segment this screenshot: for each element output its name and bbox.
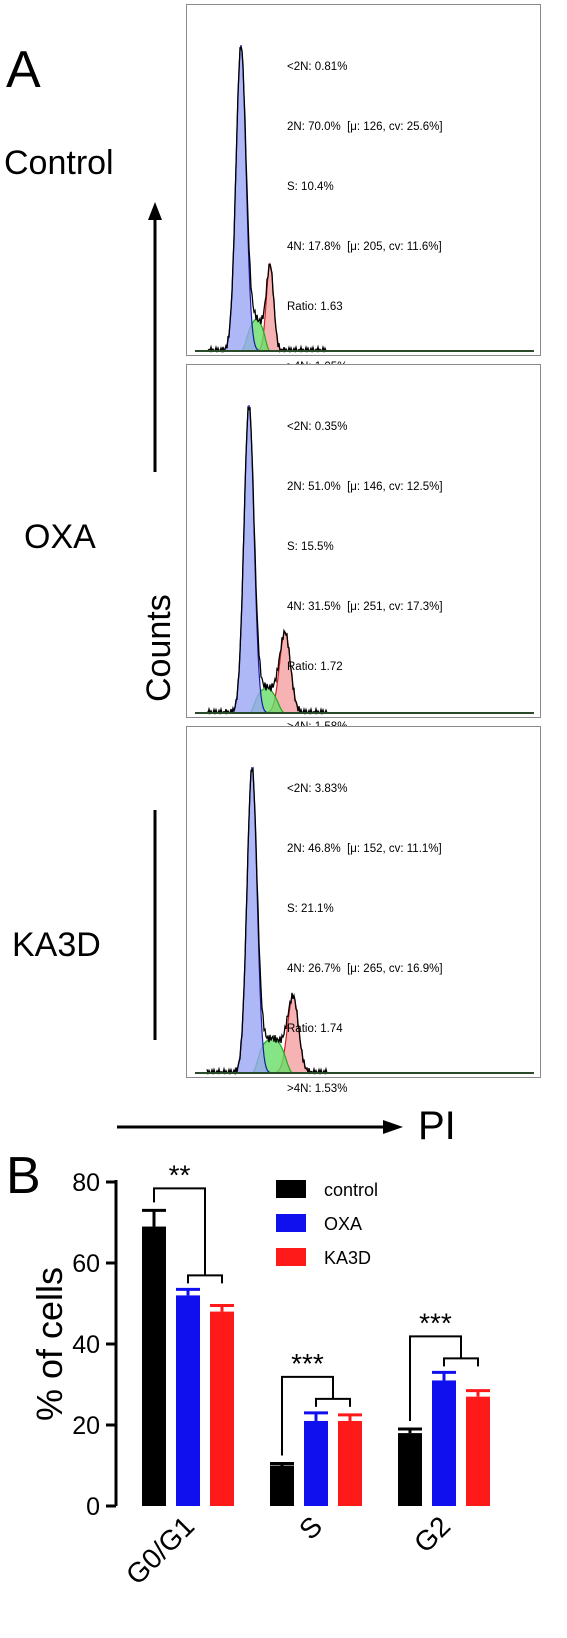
x-tick-label: S [293,1510,328,1545]
x-tick-label: G0/G1 [120,1510,200,1590]
stat-line: 4N: 26.7% [μ: 265, cv: 16.9%] [287,963,443,975]
legend-label-ka3d: KA3D [324,1248,371,1268]
stat-line: 4N: 17.8% [μ: 205, cv: 11.6%] [287,241,442,253]
counts-axis-label: Counts [140,594,178,702]
bar-control-g0g1 [142,1226,166,1506]
legend-swatch-ka3d [276,1248,306,1266]
pi-axis-label: PI [418,1104,456,1148]
bar-oxa-g2 [432,1380,456,1506]
bar-ka3d-g0g1 [210,1311,234,1506]
stat-line: <2N: 0.35% [287,421,348,433]
stat-line: S: 10.4% [287,181,334,193]
bar-ka3d-s [338,1420,362,1506]
stat-line: Ratio: 1.63 [287,301,343,313]
condition-label-control: Control [4,144,114,182]
counts-axis-arrow [148,202,162,1040]
histogram-panel-control: <2N: 0.81% 2N: 70.0% [μ: 126, cv: 25.6%]… [186,4,541,373]
significance-stars: *** [419,1307,452,1338]
y-tick-label: 40 [72,1331,100,1359]
bar-oxa-g0g1 [176,1295,200,1506]
stat-line: 2N: 46.8% [μ: 152, cv: 11.1%] [287,843,442,855]
stats-oxa: <2N: 0.35% 2N: 51.0% [μ: 146, cv: 12.5%]… [287,377,443,777]
y-tick-label: 0 [86,1493,100,1521]
stat-line: Ratio: 1.72 [287,661,343,673]
y-tick-label: 80 [72,1169,100,1197]
stats-ka3d: <2N: 3.83% 2N: 46.8% [μ: 152, cv: 11.1%]… [287,739,443,1139]
panel-a-letter: A [6,41,41,99]
stat-line: <2N: 3.83% [287,783,348,795]
panel-b-letter: B [6,1147,41,1205]
histogram-panel-oxa: <2N: 0.35% 2N: 51.0% [μ: 146, cv: 12.5%]… [186,364,541,733]
bar-oxa-s [304,1420,328,1506]
stat-line: S: 21.1% [287,903,334,915]
y-tick-label: 20 [72,1412,100,1440]
significance-bracket [281,1375,351,1456]
histogram-oxa [195,405,534,716]
x-tick-label: G2 [408,1510,456,1558]
stat-line: 4N: 31.5% [μ: 251, cv: 17.3%] [287,601,443,613]
stat-line: 2N: 70.0% [μ: 126, cv: 25.6%] [287,121,443,133]
stats-control: <2N: 0.81% 2N: 70.0% [μ: 126, cv: 25.6%]… [287,17,443,417]
stat-line: 2N: 51.0% [μ: 146, cv: 12.5%] [287,481,443,493]
stat-line: <2N: 0.81% [287,61,348,73]
condition-label-ka3d: KA3D [12,926,101,964]
bar-chart: % of cells 0 20 40 60 80 G0/G1 ** S *** G2 *** contr… [29,1159,490,1591]
significance-stars: ** [169,1159,191,1190]
condition-label-oxa: OXA [24,518,96,556]
y-axis-label: % of cells [29,1267,70,1421]
histogram-control [195,45,534,354]
histogram-panel-ka3d: <2N: 3.83% 2N: 46.8% [μ: 152, cv: 11.1%]… [186,726,541,1095]
bar-control-g2 [398,1433,422,1506]
histogram-ka3d [195,766,534,1076]
stat-line: >4N: 1.53% [287,1083,348,1095]
legend-label-oxa: OXA [324,1214,362,1234]
legend-swatch-control [276,1180,306,1198]
significance-bracket [153,1187,223,1284]
bar-control-s [270,1465,294,1506]
stat-line: S: 15.5% [287,541,334,553]
y-tick-label: 60 [72,1250,100,1278]
legend-label-control: control [324,1180,378,1200]
legend-swatch-oxa [276,1214,306,1232]
stat-line: Ratio: 1.74 [287,1023,343,1035]
significance-bracket [409,1335,479,1422]
significance-stars: *** [291,1348,324,1379]
bar-ka3d-g2 [466,1396,490,1506]
pi-axis-arrow [117,1120,403,1134]
